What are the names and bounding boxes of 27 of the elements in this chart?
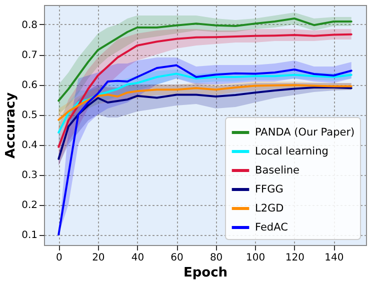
line-series xyxy=(58,33,352,148)
legend-label: FedAC xyxy=(255,222,288,234)
legend-label: PANDA (Our Paper) xyxy=(255,126,355,138)
y-tick-label: 0.6 xyxy=(22,80,38,91)
y-axis-title: Accuracy xyxy=(4,92,19,159)
y-tick-label: 0.8 xyxy=(22,20,38,31)
line-series xyxy=(58,84,352,121)
y-tick-label: 0.3 xyxy=(22,170,38,181)
y-tick-label: 0.2 xyxy=(22,200,38,211)
x-tick-label: 100 xyxy=(246,252,266,264)
x-axis-title: Epoch xyxy=(183,266,228,280)
x-tick-label: 80 xyxy=(210,252,223,264)
line-series xyxy=(58,18,352,102)
legend-label: Local learning xyxy=(255,146,328,158)
x-tick-label: 40 xyxy=(131,252,144,264)
x-tick-label: 140 xyxy=(324,252,344,264)
y-tick-label: 0.1 xyxy=(22,230,38,241)
legend-label: L2GD xyxy=(255,202,284,214)
legend-label: Baseline xyxy=(255,164,300,176)
x-tick-label: 0 xyxy=(56,252,62,264)
x-tick-label: 120 xyxy=(285,252,304,264)
y-tick-label: 0.5 xyxy=(22,110,38,121)
x-tick-label: 20 xyxy=(92,252,105,264)
x-tick-label: 60 xyxy=(170,252,184,264)
y-tick-label: 0.7 xyxy=(22,50,38,61)
y-tick-label: 0.4 xyxy=(22,140,38,151)
legend-label: FFGG xyxy=(255,184,284,196)
